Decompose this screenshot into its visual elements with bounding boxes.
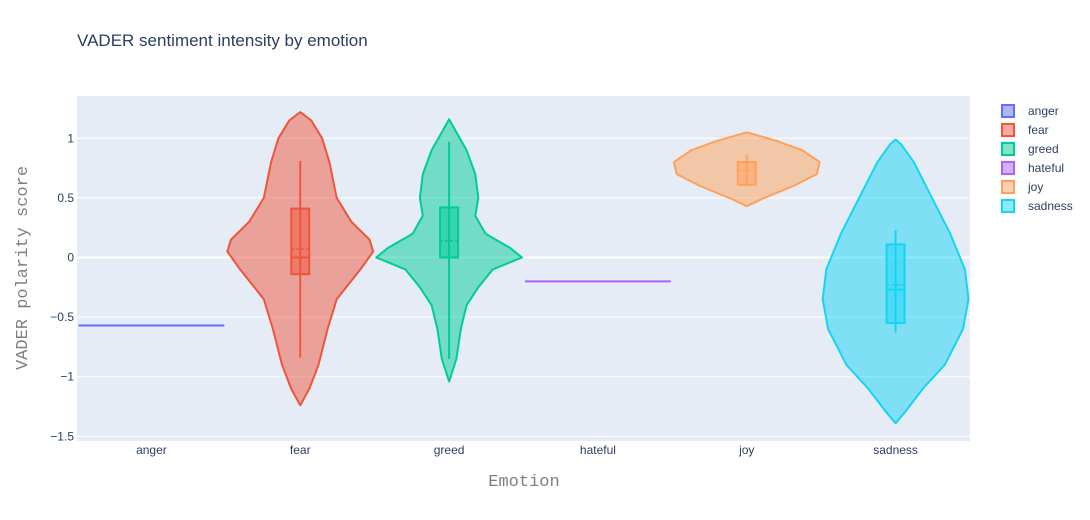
x-tick-label: fear [290,443,311,457]
legend-swatch [1001,161,1015,175]
violins [78,111,970,425]
legend-item-greed: greed [1001,142,1059,156]
y-tick-label: 0.5 [57,191,74,205]
violin-box [290,207,311,276]
y-tick-label: −1.5 [50,429,74,443]
legend-swatch [1001,180,1015,194]
y-tick-label: −1 [60,370,74,384]
violin-greed [375,118,523,383]
violin-sadness [821,138,970,425]
legend: anger fear greed hateful joy sadness [1001,104,1073,213]
legend-swatch [1001,142,1015,156]
legend-swatch [1001,123,1015,137]
y-axis-title: VADER polarity score [14,166,33,370]
legend-item-joy: joy [1001,180,1043,194]
y-tick-label: 0 [67,251,74,265]
violin-box [736,161,757,186]
x-tick-labels: anger fear greed hateful joy sadness [136,443,918,457]
legend-label: greed [1028,142,1059,156]
y-tick-label: 1 [67,131,74,145]
legend-label: anger [1028,104,1059,118]
y-tick-label: −0.5 [50,310,74,324]
violin-box [885,243,906,325]
legend-label: hateful [1028,161,1064,175]
legend-swatch [1001,199,1015,213]
legend-label: sadness [1028,199,1073,213]
legend-label: joy [1027,180,1043,194]
y-tick-labels: 1 0.5 0 −0.5 −1 −1.5 [50,131,74,443]
x-tick-label: hateful [580,443,616,457]
legend-swatch [1001,104,1015,118]
x-axis-title: Emotion [488,473,559,492]
x-tick-label: sadness [873,443,918,457]
legend-item-fear: fear [1001,123,1049,137]
grid-lines [77,137,970,437]
plot-area [77,96,970,441]
x-tick-label: anger [136,443,167,457]
legend-item-hateful: hateful [1001,161,1064,175]
legend-label: fear [1028,123,1049,137]
violin-box [439,206,460,259]
x-tick-label: greed [434,443,465,457]
x-tick-label: joy [738,443,754,457]
violin-joy [672,131,821,208]
legend-item-anger: anger [1001,104,1059,118]
chart-title: VADER sentiment intensity by emotion [77,31,368,50]
legend-item-sadness: sadness [1001,199,1073,213]
violin-fear [226,111,375,407]
